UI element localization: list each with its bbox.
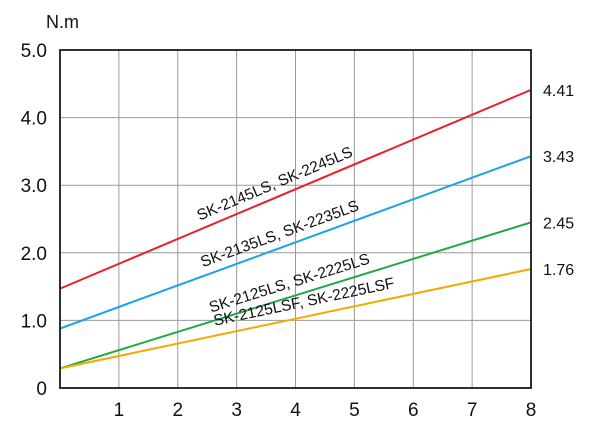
x-tick-label: 5 bbox=[349, 400, 360, 421]
series-end-value-label: 1.76 bbox=[543, 262, 574, 279]
series-end-value-label: 4.41 bbox=[543, 83, 574, 100]
x-tick-label: 2 bbox=[172, 400, 183, 421]
y-tick-label: 0 bbox=[36, 379, 47, 400]
y-tick-label: 5.0 bbox=[21, 41, 47, 62]
x-tick-label: 3 bbox=[231, 400, 242, 421]
series-end-value-label: 3.43 bbox=[543, 149, 574, 166]
x-tick-label: 4 bbox=[290, 400, 301, 421]
plot-frame bbox=[59, 49, 532, 389]
x-tick-labels: 1 2 3 4 5 6 7 8 bbox=[114, 400, 537, 421]
series-line bbox=[59, 155, 532, 330]
series-end-value-label: 2.45 bbox=[543, 215, 574, 232]
x-tick-label: 7 bbox=[467, 400, 478, 421]
x-tick-label: 6 bbox=[408, 400, 419, 421]
series-line bbox=[59, 221, 532, 370]
x-tick-label: 8 bbox=[526, 400, 537, 421]
x-tick-label: 1 bbox=[114, 400, 125, 421]
series-lines bbox=[59, 88, 532, 370]
y-axis-unit-label: N.m bbox=[46, 12, 79, 32]
series-line bbox=[59, 268, 532, 370]
y-tick-label: 2.0 bbox=[21, 244, 47, 265]
y-tick-label: 4.0 bbox=[21, 109, 47, 130]
series-line bbox=[59, 88, 532, 290]
y-tick-label: 3.0 bbox=[21, 176, 47, 197]
end-value-labels: 4.41 3.43 2.45 1.76 bbox=[543, 83, 574, 279]
y-tick-labels: 0 1.0 2.0 3.0 4.0 5.0 bbox=[21, 41, 47, 400]
y-tick-label: 1.0 bbox=[21, 311, 47, 332]
